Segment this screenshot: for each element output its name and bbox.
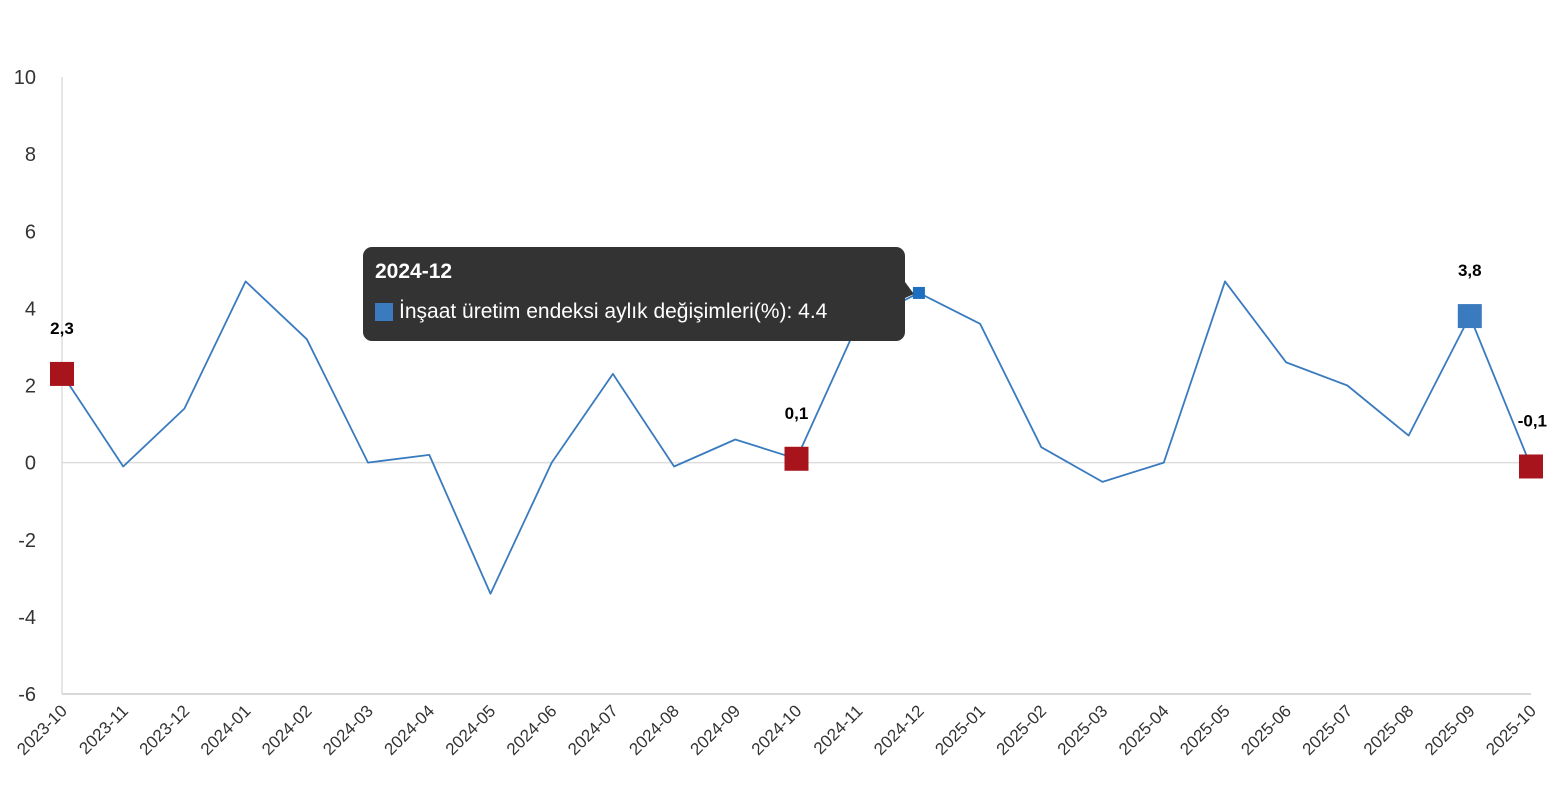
tooltip-title: 2024-12: [375, 260, 453, 283]
chart-tooltip: 2024-12 İnşaat üretim endeksi aylık deği…: [363, 247, 905, 341]
x-tick-label: 2025-09: [1421, 701, 1479, 759]
x-tick-label: 2025-06: [1237, 701, 1295, 759]
data-label: 2,3: [50, 319, 74, 338]
y-tick-label: 2: [25, 376, 36, 398]
highlight-marker[interactable]: [784, 446, 809, 471]
y-tick-label: 4: [25, 298, 36, 320]
x-tick-label: 2025-10: [1482, 701, 1540, 759]
tooltip-series-swatch: [375, 303, 393, 321]
x-tick-label: 2025-02: [993, 701, 1051, 759]
y-tick-label: 6: [25, 221, 36, 243]
data-labels-group: 2,3 0,1 3,8 -0,1: [50, 261, 1547, 430]
x-tick-label: 2024-12: [870, 701, 928, 759]
highlight-marker[interactable]: [1519, 454, 1543, 479]
x-tick-label: 2023-11: [75, 701, 132, 758]
tooltip-series-name: İnşaat üretim endeksi aylık değişimleri(…: [399, 300, 787, 323]
x-tick-label: 2023-10: [13, 701, 71, 759]
tooltip-pointer: [905, 282, 914, 298]
x-tick-label: 2024-03: [319, 701, 377, 759]
x-tick-label: 2024-09: [687, 701, 745, 759]
x-tick-label: 2024-07: [564, 701, 622, 759]
x-tick-label: 2025-07: [1299, 701, 1357, 759]
x-tick-label: 2025-05: [1176, 701, 1234, 759]
y-tick-label: -2: [18, 530, 36, 552]
y-tick-label: -6: [18, 684, 36, 706]
x-tick-label: 2023-12: [136, 701, 194, 759]
y-tick-label: 0: [25, 453, 36, 475]
x-tick-label: 2024-10: [748, 701, 806, 759]
data-label: 0,1: [785, 404, 809, 423]
tooltip-separator: :: [786, 300, 799, 323]
tooltip-value: 4.4: [798, 300, 828, 323]
x-tick-label: 2024-08: [625, 701, 683, 759]
x-axis: 2023-10 2023-11 2023-12 2024-01 2024-02 2024-…: [13, 693, 1540, 759]
x-tick-label: 2025-04: [1115, 701, 1173, 759]
highlight-marker[interactable]: [1457, 304, 1482, 329]
x-tick-label: 2024-02: [258, 701, 316, 759]
hover-marker[interactable]: [912, 286, 925, 299]
data-label: 3,8: [1458, 261, 1482, 280]
y-tick-label: 8: [25, 144, 36, 166]
data-label: -0,1: [1518, 411, 1547, 430]
highlight-marker[interactable]: [50, 361, 74, 386]
x-tick-label: 2025-01: [931, 701, 989, 759]
x-tick-label: 2024-05: [442, 701, 500, 759]
tooltip-row: İnşaat üretim endeksi aylık değişimleri(…: [375, 299, 893, 325]
y-axis: 10 8 6 4 2 0 -2 -4 -6: [14, 67, 1531, 706]
y-tick-label: 10: [14, 67, 36, 89]
x-tick-label: 2024-11: [810, 701, 867, 758]
x-tick-label: 2024-06: [503, 701, 561, 759]
x-tick-label: 2024-01: [197, 701, 255, 759]
markers-group: [50, 282, 1543, 479]
x-tick-label: 2024-04: [381, 701, 439, 759]
y-tick-label: -4: [18, 607, 36, 629]
x-tick-label: 2025-03: [1054, 701, 1112, 759]
x-tick-label: 2025-08: [1360, 701, 1418, 759]
